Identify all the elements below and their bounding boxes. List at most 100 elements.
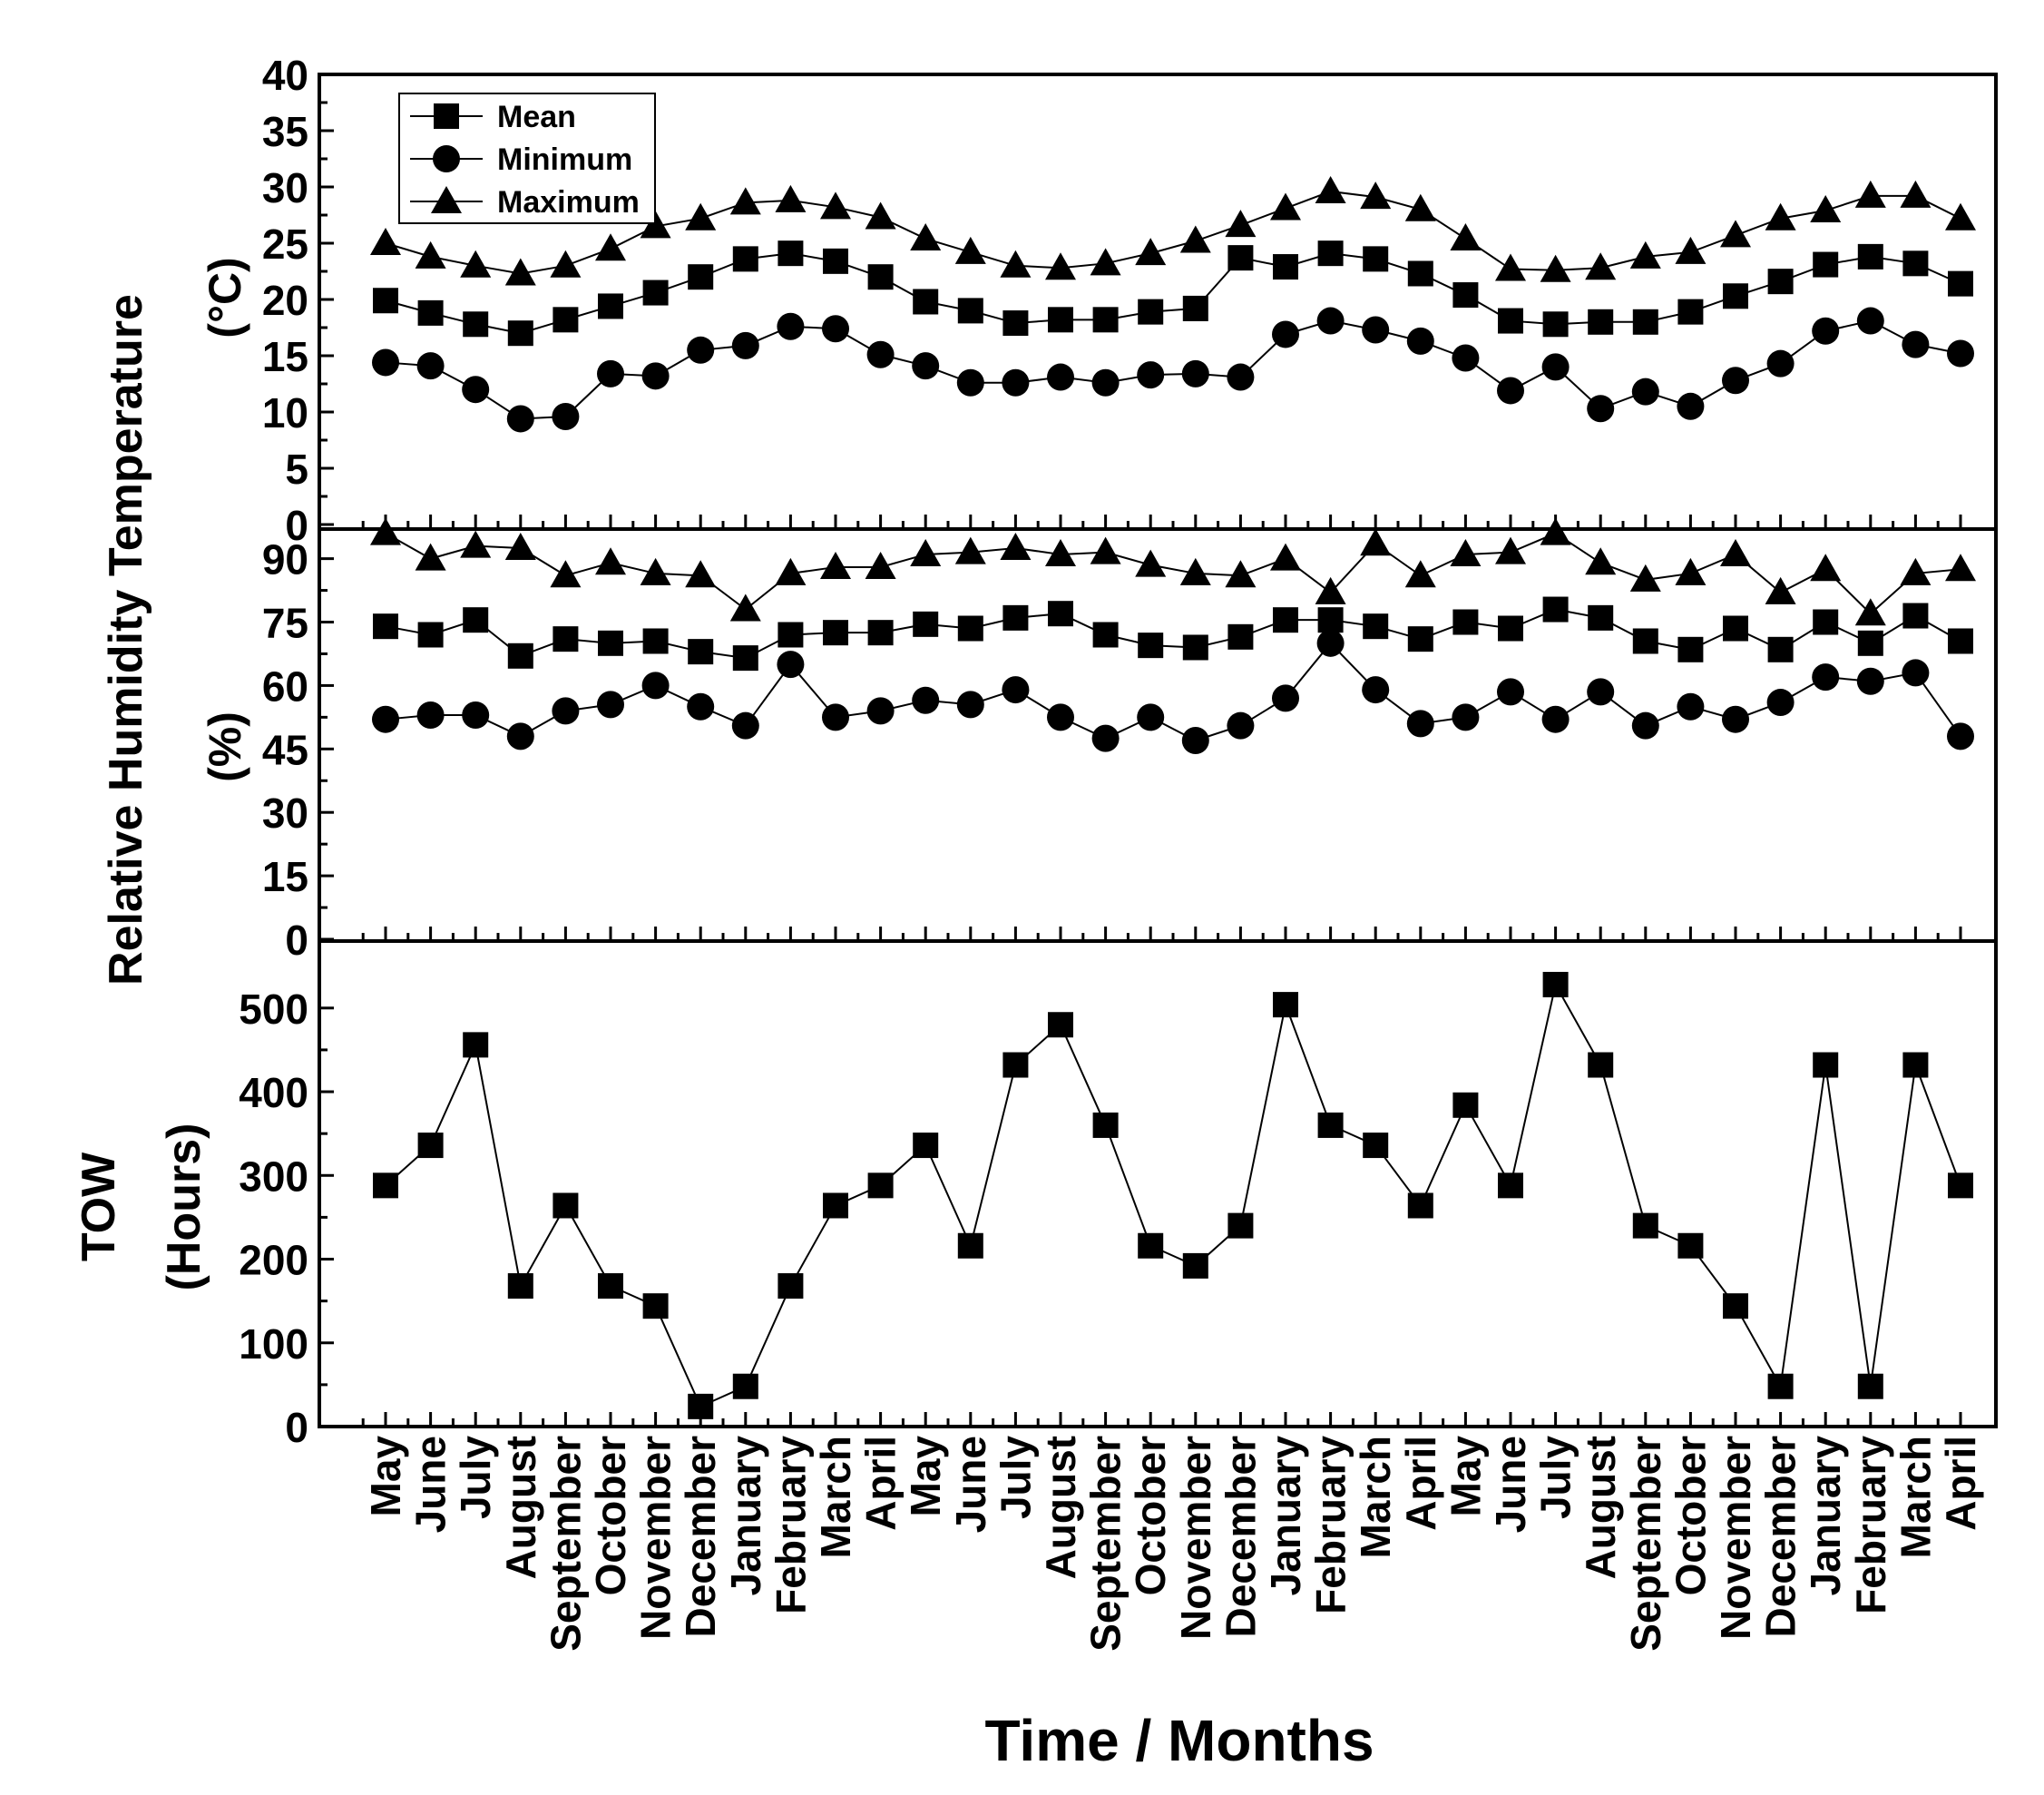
temperature-mean-point xyxy=(1677,299,1704,325)
temperature-minimum-point xyxy=(822,315,849,343)
temperature-minimum-point xyxy=(777,312,805,340)
x-category-label: September xyxy=(1622,1436,1669,1652)
humidity-ytick-label: 75 xyxy=(262,600,308,647)
temperature-mean-point xyxy=(1498,308,1523,334)
tow-tow-point xyxy=(1138,1232,1164,1259)
temperature-minimum-point xyxy=(866,340,895,368)
humidity-minimum-point xyxy=(1137,703,1165,731)
tow-tow-point xyxy=(507,1273,533,1300)
x-category-label: September xyxy=(1082,1436,1130,1652)
x-category-label: December xyxy=(1757,1436,1804,1638)
humidity-mean-point xyxy=(1767,636,1794,662)
temperature-mean-point xyxy=(598,293,623,319)
temperature-ylabel-line1: Temperature xyxy=(100,294,152,576)
humidity-maximum-point xyxy=(1945,554,1976,582)
humidity-maximum-point xyxy=(640,557,671,585)
tow-tow-point xyxy=(1227,1212,1254,1239)
temperature-mean-point xyxy=(1048,307,1073,333)
tow-panel: 0 100 200 300 400 500 xyxy=(239,939,1998,1451)
humidity-mean-point xyxy=(1227,623,1254,650)
humidity-mean-point xyxy=(1542,596,1569,623)
temperature-minimum-point xyxy=(1272,320,1299,348)
x-category-label: November xyxy=(632,1436,680,1640)
x-category-label: September xyxy=(542,1436,589,1652)
humidity-mean-point xyxy=(1182,634,1208,661)
humidity-minimum-point xyxy=(1272,684,1299,712)
humidity-minimum-point xyxy=(1316,629,1345,657)
humidity-mean-point xyxy=(688,639,714,665)
humidity-ytick-label: 45 xyxy=(262,726,308,773)
humidity-maximum-point xyxy=(595,547,626,575)
temperature-ytick-label: 10 xyxy=(262,389,308,436)
temperature-maximum-point xyxy=(1270,192,1301,221)
temperature-minimum-point xyxy=(597,359,624,387)
humidity-maximum-point xyxy=(504,532,536,560)
tow-tow-point xyxy=(1407,1192,1433,1219)
legend-marker-maximum xyxy=(431,186,462,213)
temperature-maximum-point xyxy=(415,240,446,269)
temperature-mean-point xyxy=(1002,310,1029,337)
legend-label-mean: Mean xyxy=(497,100,576,134)
humidity-maximum-point xyxy=(1629,564,1661,592)
tow-tow-point xyxy=(913,1133,939,1159)
temperature-mean-point xyxy=(417,299,444,326)
temperature-minimum-point xyxy=(1587,395,1615,423)
temperature-maximum-point xyxy=(1675,236,1707,264)
x-category-label: October xyxy=(587,1436,634,1595)
temperature-maximum-point xyxy=(1540,254,1571,282)
humidity-mean-point xyxy=(507,642,533,669)
x-category-label: April xyxy=(1397,1436,1444,1531)
x-category-label: February xyxy=(1307,1436,1355,1614)
temperature-mean-point xyxy=(553,307,579,333)
tow-tow-point xyxy=(1632,1212,1658,1239)
humidity-minimum-point xyxy=(1722,705,1749,733)
tow-tow-point xyxy=(1813,1052,1839,1078)
temperature-maximum-point xyxy=(1810,195,1842,223)
temperature-maximum-point xyxy=(1900,180,1932,208)
temperature-minimum-point xyxy=(1002,368,1030,397)
temperature-mean-point xyxy=(1182,295,1208,321)
temperature-mean-point xyxy=(732,246,758,272)
temperature-mean-point xyxy=(1542,311,1569,338)
x-category-label: April xyxy=(1937,1436,1984,1531)
humidity-minimum-point xyxy=(506,722,534,750)
x-category-label: August xyxy=(1577,1436,1624,1579)
temperature-ylabel-line2: (°C) xyxy=(200,257,250,338)
temperature-minimum-point xyxy=(641,362,670,390)
temperature-ytick-label: 35 xyxy=(262,108,308,155)
humidity-mean-point xyxy=(823,620,848,646)
tow-tow-point xyxy=(373,1172,398,1199)
tow-tow-point xyxy=(957,1232,983,1259)
x-category-label: February xyxy=(1847,1436,1894,1614)
x-category-label: July xyxy=(452,1436,499,1519)
humidity-mean-point xyxy=(1588,604,1614,631)
humidity-maximum-point xyxy=(1585,547,1617,575)
humidity-maximum-point xyxy=(1900,557,1932,585)
temperature-maximum-point xyxy=(1585,252,1617,280)
humidity-minimum-point xyxy=(1631,711,1659,740)
x-category-label: March xyxy=(812,1436,859,1558)
humidity-mean-point xyxy=(417,622,444,648)
tow-tow-point xyxy=(823,1192,848,1219)
humidity-ytick-label: 0 xyxy=(285,917,308,964)
humidity-minimum-point xyxy=(1856,667,1884,695)
humidity-ylabel-line2: (%) xyxy=(200,711,250,782)
humidity-mean-point xyxy=(1948,628,1973,654)
temperature-mean-point xyxy=(507,320,533,347)
temperature-minimum-point xyxy=(1181,359,1209,387)
humidity-mean-point xyxy=(1002,604,1029,631)
temperature-maximum-point xyxy=(729,187,761,215)
humidity-maximum-point xyxy=(550,560,582,588)
humidity-mean-point xyxy=(642,628,669,654)
temperature-maximum-point xyxy=(1090,248,1121,276)
temperature-maximum-point xyxy=(1135,238,1167,266)
x-category-label: August xyxy=(497,1436,544,1579)
temperature-ytick-label: 15 xyxy=(262,333,308,380)
humidity-maximum-point xyxy=(820,551,851,579)
humidity-mean-point xyxy=(1407,626,1433,652)
x-category-label: May xyxy=(1442,1436,1489,1517)
humidity-maximum-point xyxy=(1315,576,1346,604)
humidity-mean-point xyxy=(1723,615,1748,642)
temperature-maximum-point xyxy=(685,202,717,231)
